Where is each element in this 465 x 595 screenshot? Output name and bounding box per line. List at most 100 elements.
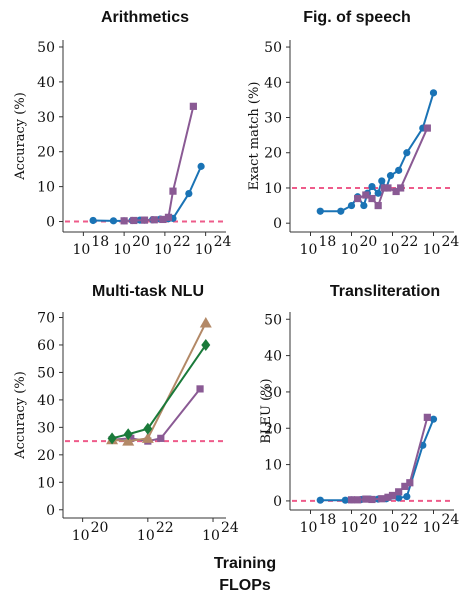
y-tick-label: 20	[264, 146, 282, 162]
x-tick-exponent: 20	[360, 512, 378, 528]
y-tick-label: 10	[37, 475, 55, 491]
x-tick-exponent: 22	[401, 234, 419, 250]
y-tick-label: 50	[264, 312, 282, 328]
data-point	[368, 182, 376, 191]
x-tick-exponent: 18	[319, 234, 337, 250]
data-point	[189, 102, 197, 110]
series-line	[111, 344, 207, 440]
x-tick-label: 10	[423, 520, 441, 536]
data-point	[316, 207, 324, 215]
data-point	[360, 201, 368, 210]
y-tick-label: 60	[37, 338, 55, 354]
data-point	[368, 194, 376, 203]
series-line	[111, 322, 207, 443]
panel-title: Multi-task NLU	[92, 283, 204, 300]
data-point	[401, 482, 409, 490]
y-tick-label: 30	[37, 110, 55, 126]
panel-2: Fig. of speech Exact match (%) 0 10 20 30 40 50…	[247, 9, 459, 258]
data-point	[185, 190, 193, 198]
data-point	[423, 413, 431, 421]
data-point	[429, 89, 438, 97]
data-point	[354, 194, 362, 203]
x-tick-label: 10	[72, 242, 90, 258]
y-axis-label: Exact match (%)	[247, 82, 262, 191]
x-tick-label: 10	[72, 528, 90, 544]
x-tick-exponent: 24	[442, 234, 460, 250]
data-point	[120, 217, 128, 225]
data-point	[127, 434, 135, 442]
x-tick-label: 10	[300, 242, 318, 258]
data-point	[374, 189, 382, 197]
data-point	[386, 172, 395, 180]
data-point	[397, 184, 405, 192]
y-tick-label: 20	[37, 448, 55, 464]
y-tick-label: 20	[264, 421, 282, 437]
data-point	[362, 495, 370, 503]
data-point	[130, 216, 138, 225]
data-point	[362, 191, 370, 199]
data-point	[159, 215, 167, 224]
x-tick-exponent: 22	[156, 520, 174, 536]
data-point	[395, 166, 403, 174]
x-tick-label: 10	[137, 528, 155, 544]
x-tick-exponent: 20	[132, 234, 150, 250]
data-point	[378, 177, 386, 185]
data-point	[354, 496, 362, 504]
x-tick-label: 10	[341, 520, 359, 536]
data-point	[368, 495, 376, 504]
y-tick-label: 0	[273, 216, 282, 232]
data-point	[143, 422, 153, 435]
data-point	[123, 428, 133, 441]
y-tick-label: 50	[37, 40, 55, 56]
x-tick-label: 10	[382, 520, 400, 536]
y-axis-label: Accuracy (%)	[13, 92, 28, 181]
data-point	[388, 491, 397, 500]
y-tick-label: 40	[264, 75, 282, 91]
data-point	[374, 201, 382, 210]
data-point	[150, 216, 158, 224]
y-tick-label: 0	[273, 494, 282, 510]
y-axis-label: Accuracy (%)	[13, 371, 28, 460]
x-tick-exponent: 18	[319, 512, 337, 528]
x-tick-label: 10	[113, 242, 131, 258]
x-tick-label: 10	[154, 242, 172, 258]
panel-title: Transliteration	[330, 283, 440, 300]
y-axis-label: BLEU (%)	[259, 378, 274, 443]
series-line	[351, 417, 429, 501]
panel-title: Fig. of speech	[303, 9, 411, 26]
x-tick-label: 10	[423, 242, 441, 258]
data-point	[392, 187, 400, 196]
x-axis-label-line1: Training	[214, 555, 276, 572]
y-tick-label: 10	[264, 181, 282, 197]
x-tick-label: 10	[341, 242, 359, 258]
data-point	[164, 213, 173, 221]
data-point	[347, 496, 356, 504]
panel-title: Arithmetics	[101, 9, 189, 26]
data-point	[380, 184, 388, 192]
y-tick-label: 10	[264, 458, 282, 474]
data-point	[337, 207, 345, 215]
x-tick-exponent: 22	[401, 512, 419, 528]
y-tick-label: 40	[264, 349, 282, 365]
x-tick-label: 10	[300, 520, 318, 536]
data-point	[107, 432, 117, 445]
y-tick-label: 30	[264, 111, 282, 127]
x-tick-exponent: 18	[91, 234, 109, 250]
data-point	[141, 432, 154, 443]
x-tick-exponent: 20	[91, 520, 109, 536]
y-tick-label: 30	[37, 420, 55, 436]
x-tick-label: 10	[202, 528, 220, 544]
data-point	[201, 338, 211, 351]
y-tick-label: 50	[37, 365, 55, 381]
data-point	[157, 434, 165, 442]
x-tick-exponent: 24	[214, 234, 232, 250]
data-point	[341, 496, 349, 504]
y-tick-label: 40	[37, 393, 55, 409]
x-tick-exponent: 24	[442, 512, 460, 528]
y-tick-label: 50	[264, 40, 282, 56]
x-axis-label-line2: FLOPs	[219, 577, 271, 594]
